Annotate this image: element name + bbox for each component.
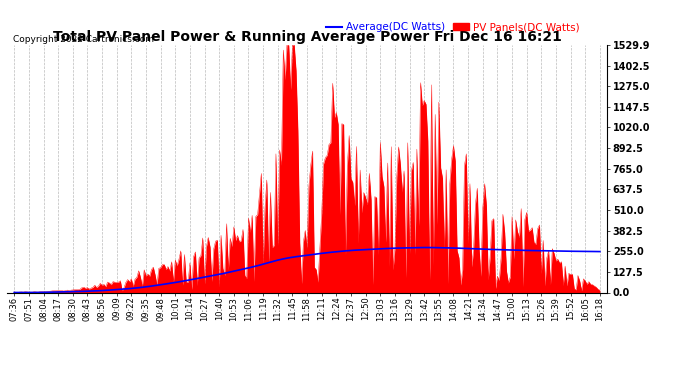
Text: Copyright 2022 Cartronics.com: Copyright 2022 Cartronics.com	[13, 35, 154, 44]
Title: Total PV Panel Power & Running Average Power Fri Dec 16 16:21: Total PV Panel Power & Running Average P…	[52, 30, 562, 44]
Legend: Average(DC Watts), PV Panels(DC Watts): Average(DC Watts), PV Panels(DC Watts)	[322, 18, 584, 36]
